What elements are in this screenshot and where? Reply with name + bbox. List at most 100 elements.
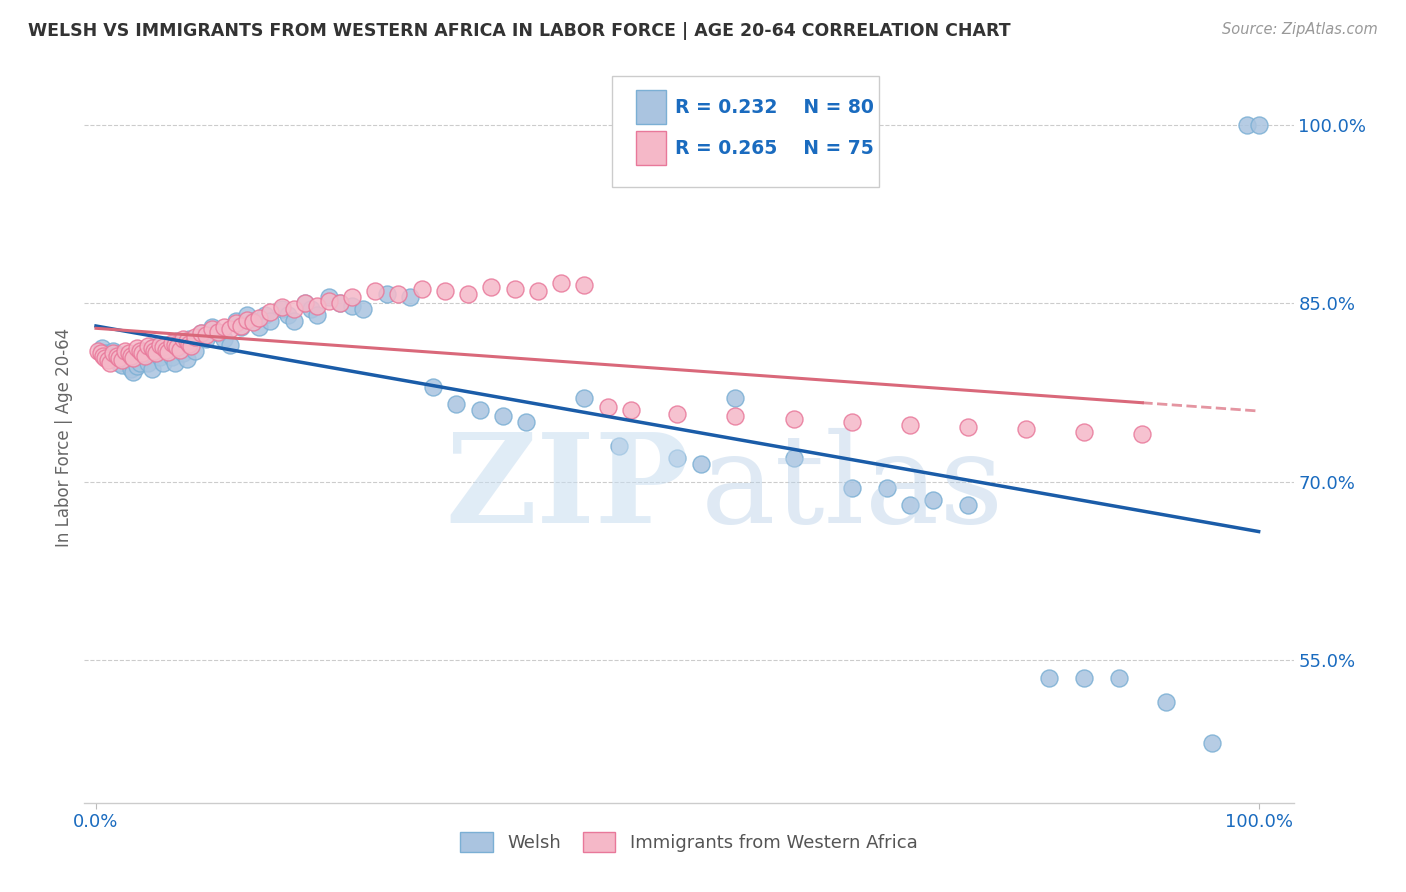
Point — [468, 403, 491, 417]
Point — [90, 346, 112, 360]
Text: Source: ZipAtlas.com: Source: ZipAtlas.com — [1222, 22, 1378, 37]
Point — [329, 296, 352, 310]
Point — [184, 329, 207, 343]
Point — [176, 334, 198, 349]
Point — [129, 343, 152, 358]
Point — [218, 322, 240, 336]
Point — [110, 358, 132, 372]
Point — [1132, 427, 1154, 442]
Point — [1247, 118, 1270, 132]
Point — [103, 343, 125, 358]
Point — [305, 299, 328, 313]
Point — [574, 278, 596, 293]
Point — [180, 339, 202, 353]
Text: R = 0.232    N = 80: R = 0.232 N = 80 — [675, 97, 873, 117]
Point — [956, 499, 979, 513]
Point — [399, 290, 422, 304]
Y-axis label: In Labor Force | Age 20-64: In Labor Force | Age 20-64 — [55, 327, 73, 547]
Point — [1108, 671, 1130, 685]
Point — [1154, 695, 1177, 709]
Point — [782, 411, 804, 425]
Point — [120, 349, 142, 363]
Point — [114, 343, 136, 358]
Text: ZIP: ZIP — [446, 428, 689, 549]
Point — [129, 356, 152, 370]
Point — [155, 343, 177, 357]
Point — [195, 328, 218, 343]
Text: R = 0.265    N = 75: R = 0.265 N = 75 — [675, 138, 873, 158]
Point — [422, 379, 444, 393]
Point — [218, 338, 240, 352]
Point — [876, 481, 898, 495]
Point — [169, 343, 191, 357]
Point — [340, 290, 363, 304]
Point — [231, 318, 253, 333]
Point — [329, 296, 352, 310]
Point — [724, 409, 747, 424]
Point — [231, 320, 253, 334]
Point — [527, 285, 550, 299]
Point — [1073, 425, 1095, 439]
Point — [149, 350, 172, 364]
Point — [117, 349, 139, 363]
Point — [141, 361, 163, 376]
Point — [131, 343, 153, 358]
Point — [131, 346, 153, 360]
Point — [922, 492, 945, 507]
Point — [387, 286, 409, 301]
Point — [105, 349, 128, 363]
Point — [1201, 736, 1223, 750]
Point — [157, 345, 180, 359]
Point — [157, 343, 180, 358]
Point — [479, 279, 502, 293]
Point — [318, 290, 340, 304]
Point — [172, 346, 194, 360]
Point — [299, 302, 322, 317]
Point — [160, 335, 183, 350]
Point — [125, 359, 148, 374]
Point — [184, 343, 207, 358]
Point — [666, 407, 689, 421]
Point — [212, 332, 235, 346]
Point — [97, 353, 120, 368]
Point — [956, 420, 979, 434]
Point — [689, 457, 711, 471]
Point — [190, 326, 212, 340]
Point — [155, 338, 177, 352]
Point — [114, 352, 136, 367]
Point — [1015, 422, 1038, 436]
Point — [841, 481, 863, 495]
Point — [201, 322, 224, 336]
Point — [236, 308, 259, 322]
Point — [125, 342, 148, 356]
Point — [165, 356, 187, 370]
Point — [550, 276, 572, 290]
Point — [446, 397, 468, 411]
Point — [122, 365, 145, 379]
Point — [91, 349, 114, 363]
Point — [515, 415, 537, 429]
Point — [166, 340, 188, 354]
Point — [294, 296, 316, 310]
Point — [457, 286, 479, 301]
Point — [145, 346, 167, 360]
Point — [195, 332, 218, 346]
Point — [1073, 671, 1095, 685]
Point — [247, 310, 270, 325]
Point — [103, 346, 125, 360]
Point — [190, 326, 212, 340]
Point — [724, 392, 747, 406]
Point — [253, 308, 276, 322]
Point — [271, 302, 294, 317]
Point — [277, 308, 299, 322]
Point — [136, 339, 159, 353]
Point — [225, 317, 247, 331]
Point — [177, 332, 200, 346]
Point — [294, 296, 316, 310]
Point — [141, 342, 163, 356]
Text: WELSH VS IMMIGRANTS FROM WESTERN AFRICA IN LABOR FORCE | AGE 20-64 CORRELATION C: WELSH VS IMMIGRANTS FROM WESTERN AFRICA … — [28, 22, 1011, 40]
Point — [375, 286, 398, 301]
Point — [271, 300, 294, 314]
Point — [87, 343, 110, 358]
Point — [98, 356, 121, 370]
